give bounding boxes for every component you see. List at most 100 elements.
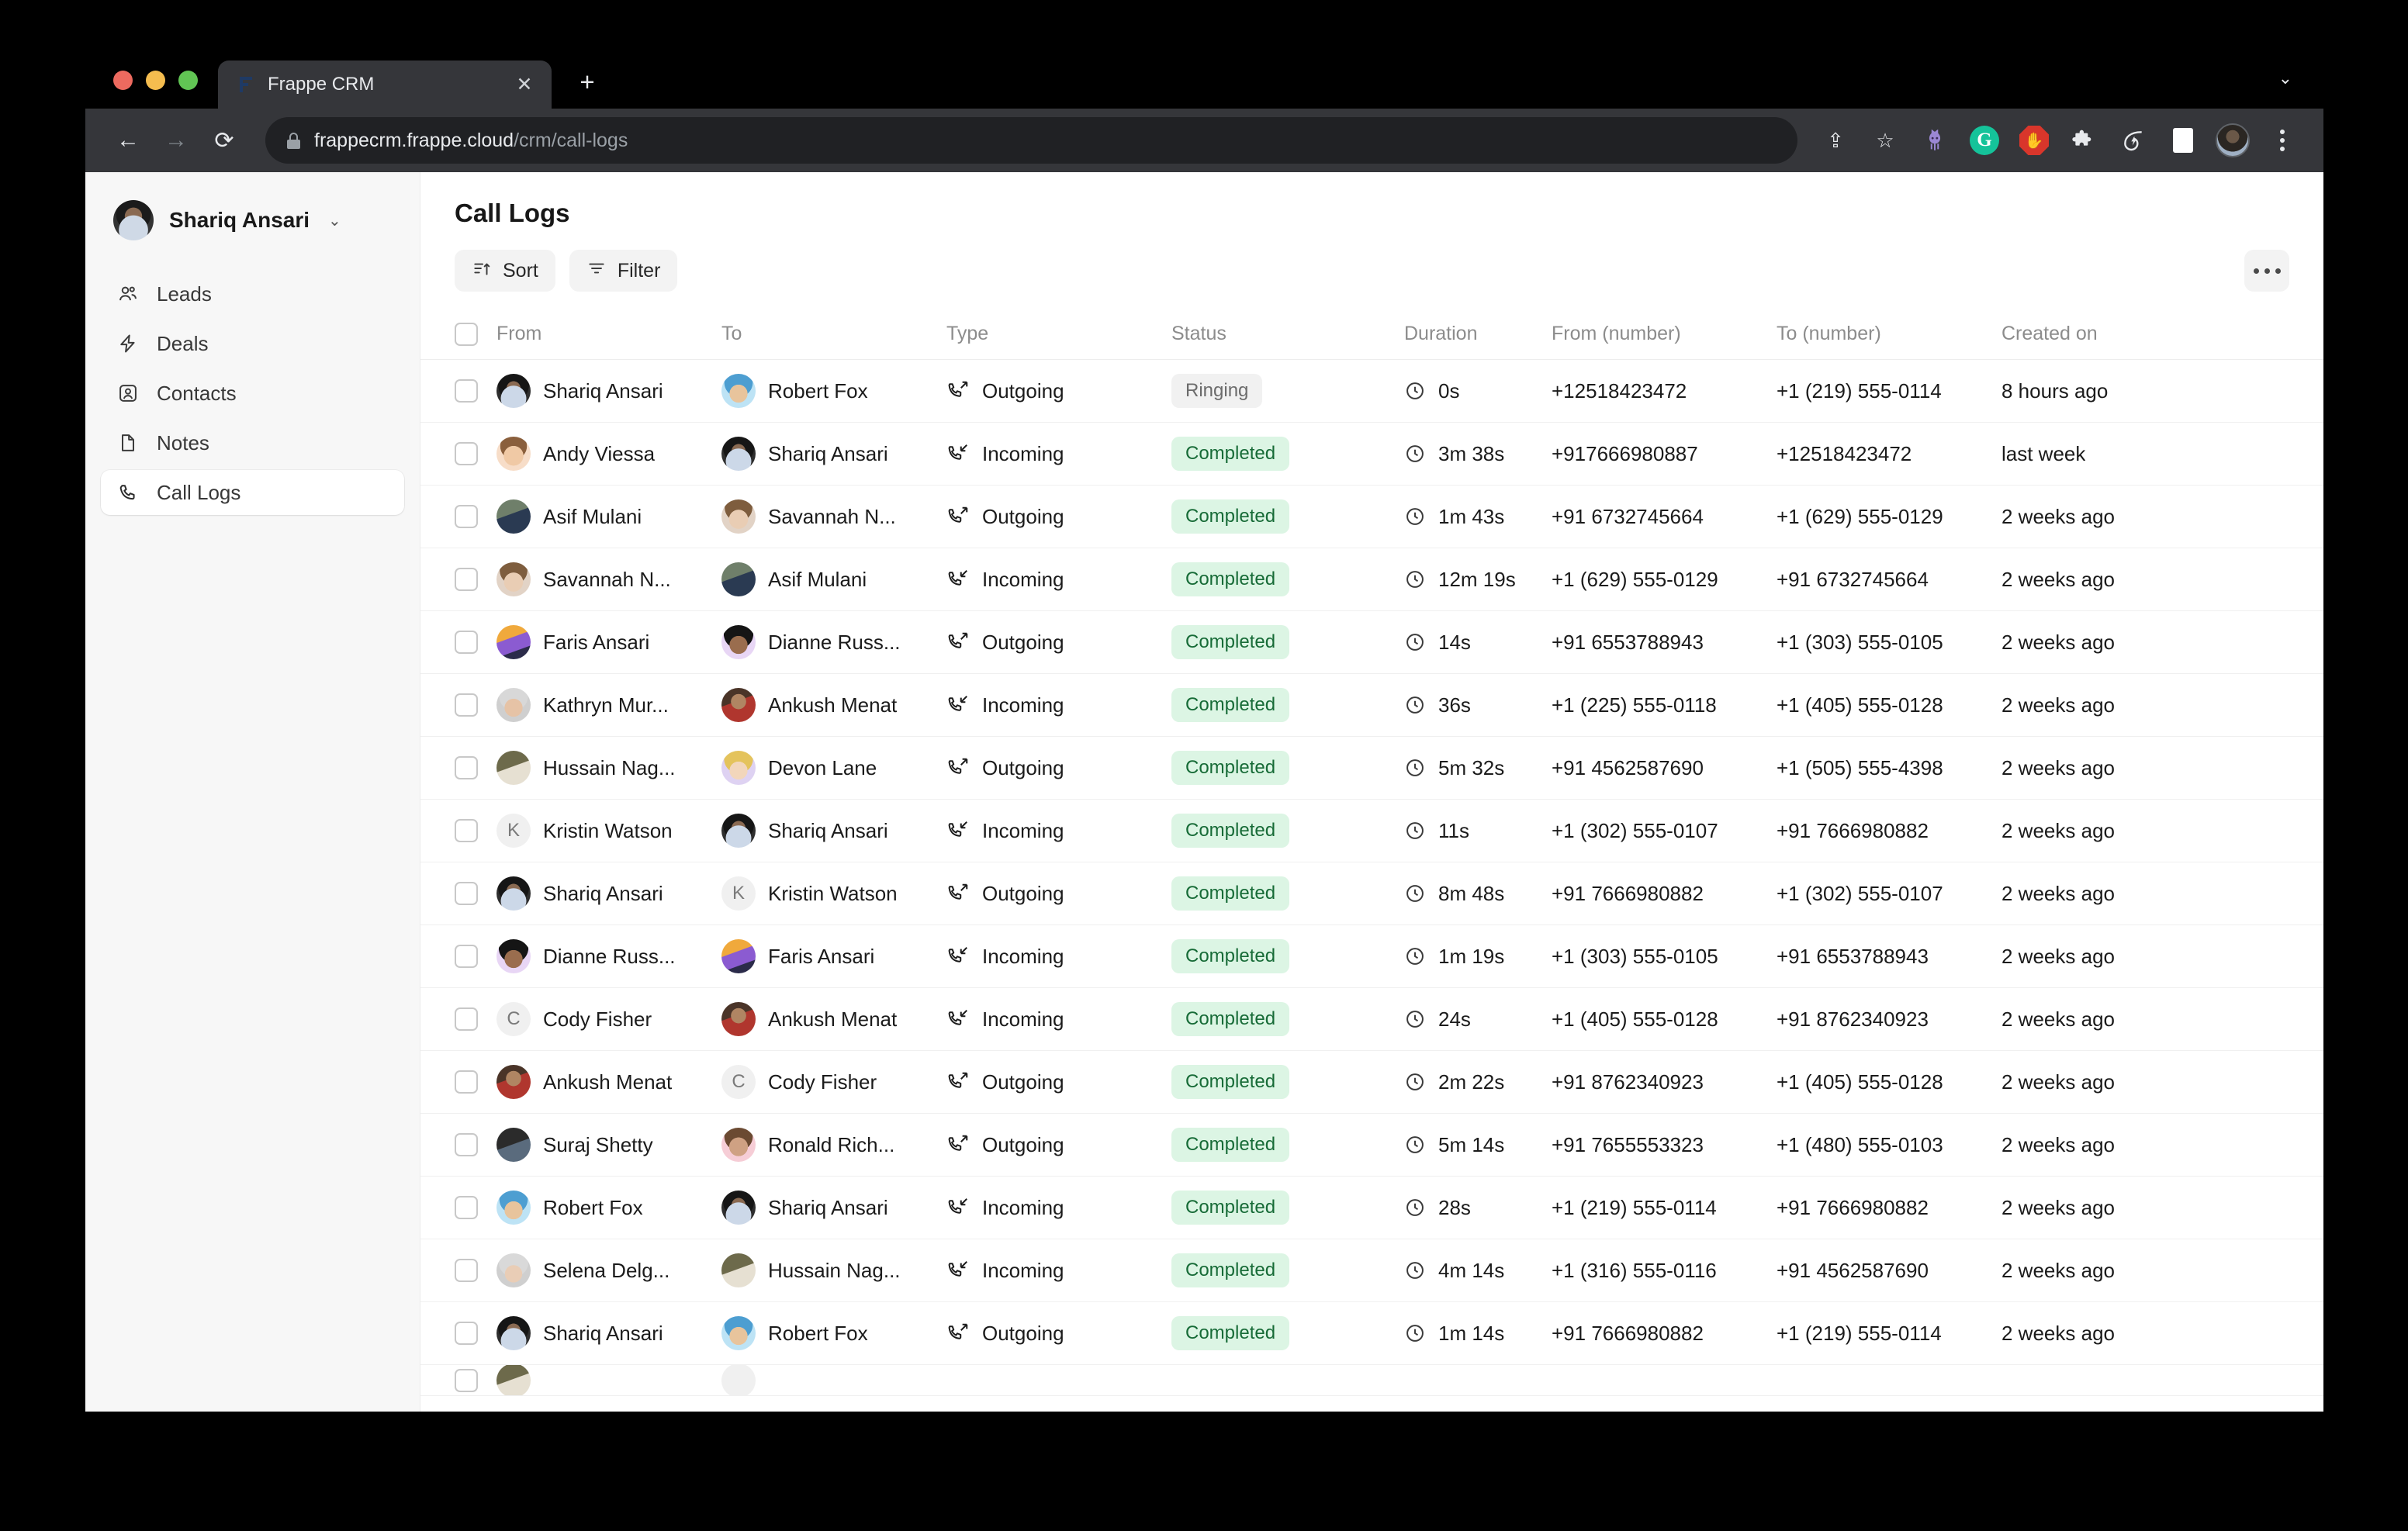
back-icon[interactable]: ←: [116, 127, 140, 153]
table-row[interactable]: Andy Viessa Shariq Ansari Incoming Complete…: [420, 423, 2323, 486]
table-row[interactable]: Dianne Russ... Faris Ansari Incoming Comple…: [420, 925, 2323, 988]
status-badge: Completed: [1171, 625, 1290, 659]
row-checkbox[interactable]: [455, 631, 496, 654]
duration-label: 5m 32s: [1438, 755, 1505, 779]
cell-created-on: 2 weeks ago: [2001, 945, 2289, 969]
row-checkbox[interactable]: [455, 1322, 496, 1345]
table-row[interactable]: Kathryn Mur... Ankush Menat Incoming Comple…: [420, 674, 2323, 737]
browser-menu-icon[interactable]: [2260, 118, 2305, 163]
row-checkbox[interactable]: [455, 1196, 496, 1219]
table-row[interactable]: Asif Mulani Savannah N... Outgoing Complete…: [420, 486, 2323, 548]
url-input[interactable]: frappecrm.frappe.cloud/crm/call-logs: [265, 117, 1797, 164]
cell-created-on: 8 hours ago: [2001, 379, 2289, 403]
column-header-to[interactable]: To: [721, 323, 742, 344]
select-all-checkbox[interactable]: [455, 322, 496, 346]
cell-to: Faris Ansari: [721, 939, 946, 973]
status-badge: Completed: [1171, 499, 1290, 534]
table-row[interactable]: Selena Delg... Hussain Nag... Incoming Comp…: [420, 1239, 2323, 1302]
row-checkbox[interactable]: [455, 1133, 496, 1156]
avatar: [721, 1128, 756, 1162]
table-row[interactable]: Robert Fox Shariq Ansari Incoming Completed…: [420, 1177, 2323, 1239]
row-checkbox[interactable]: [455, 1368, 496, 1392]
extension-leaf-icon[interactable]: [2111, 118, 2156, 163]
column-header-type[interactable]: Type: [946, 323, 989, 344]
browser-tab-frappe-crm[interactable]: Frappe CRM ✕: [218, 60, 552, 109]
table-row[interactable]: Faris Ansari Dianne Russ... Outgoing Comple…: [420, 611, 2323, 674]
extensions-puzzle-icon[interactable]: [2061, 118, 2106, 163]
to-name: Ronald Rich...: [768, 1132, 895, 1156]
cell-from-number: +91 7666980882: [1552, 1322, 1777, 1346]
avatar: [113, 200, 154, 240]
filter-button[interactable]: Filter: [569, 250, 678, 292]
table-row[interactable]: Savannah N... Asif Mulani Incoming Complete…: [420, 548, 2323, 611]
row-checkbox[interactable]: [455, 505, 496, 528]
row-checkbox[interactable]: [455, 1259, 496, 1282]
to-number: +12518423472: [1777, 441, 1912, 465]
tab-title: Frappe CRM: [268, 74, 375, 95]
avatar: [496, 876, 531, 911]
share-icon[interactable]: ⇪: [1827, 128, 1844, 152]
close-window-button[interactable]: [113, 71, 133, 90]
column-header-status[interactable]: Status: [1171, 323, 1226, 344]
sidebar-item-notes[interactable]: Notes: [101, 420, 404, 465]
table-row-partial[interactable]: [420, 1365, 2323, 1396]
sidebar-item-contacts[interactable]: Contacts: [101, 371, 404, 416]
row-checkbox[interactable]: [455, 882, 496, 905]
cell-type: Incoming: [946, 1259, 1171, 1283]
avatar: [496, 1316, 531, 1350]
extension-grammarly-icon[interactable]: G: [1962, 118, 2007, 163]
maximize-window-button[interactable]: [178, 71, 198, 90]
minimize-window-button[interactable]: [146, 71, 165, 90]
cell-from: K Kristin Watson: [496, 814, 721, 848]
row-checkbox[interactable]: [455, 819, 496, 842]
table-row[interactable]: Ankush Menat C Cody Fisher Outgoing Complete…: [420, 1051, 2323, 1114]
row-checkbox[interactable]: [455, 945, 496, 968]
table-row[interactable]: Hussain Nag... Devon Lane Outgoing Complete…: [420, 737, 2323, 800]
more-options-button[interactable]: [2244, 250, 2289, 292]
bookmark-star-icon[interactable]: ☆: [1876, 128, 1894, 152]
url-domain: frappecrm.frappe.cloud: [314, 129, 514, 151]
column-header-to-number[interactable]: To (number): [1777, 323, 1881, 344]
column-header-from[interactable]: From: [496, 323, 542, 344]
table-row[interactable]: Suraj Shetty Ronald Rich... Outgoing Comple…: [420, 1114, 2323, 1177]
cell-to-number: +1 (303) 555-0105: [1777, 631, 2001, 655]
extension-adblock-icon[interactable]: ✋: [2012, 118, 2057, 163]
table-row[interactable]: Shariq Ansari K Kristin Watson Outgoing Comp…: [420, 862, 2323, 925]
reload-icon[interactable]: ⟳: [214, 127, 234, 154]
extension-octocat-icon[interactable]: [1912, 118, 1957, 163]
row-checkbox[interactable]: [455, 756, 496, 779]
sidebar-item-call-logs[interactable]: Call Logs: [101, 470, 404, 515]
cell-to-number: +1 (629) 555-0129: [1777, 505, 2001, 529]
table-row[interactable]: K Kristin Watson Shariq Ansari Incoming Comp…: [420, 800, 2323, 862]
table-row[interactable]: C Cody Fisher Ankush Menat Incoming Complete…: [420, 988, 2323, 1051]
column-header-duration[interactable]: Duration: [1404, 323, 1478, 344]
avatar: [721, 437, 756, 471]
row-checkbox[interactable]: [455, 1007, 496, 1031]
tab-search-chevron-icon[interactable]: ⌄: [2278, 68, 2292, 88]
row-checkbox[interactable]: [455, 1070, 496, 1094]
column-header-created-on[interactable]: Created on: [2001, 323, 2098, 344]
browser-profile-avatar[interactable]: [2210, 118, 2255, 163]
row-checkbox[interactable]: [455, 379, 496, 403]
table-row[interactable]: Shariq Ansari Robert Fox Outgoing Completed…: [420, 1302, 2323, 1365]
row-checkbox[interactable]: [455, 693, 496, 717]
cell-from: Asif Mulani: [496, 499, 721, 534]
sidebar-item-deals[interactable]: Deals: [101, 321, 404, 366]
avatar: [496, 1191, 531, 1225]
side-panel-icon[interactable]: [2161, 118, 2206, 163]
to-number: +1 (219) 555-0114: [1777, 1321, 1942, 1345]
cell-status: Ringing: [1171, 374, 1404, 408]
row-checkbox[interactable]: [455, 442, 496, 465]
sidebar-user-switcher[interactable]: Shariq Ansari ⌄: [101, 189, 404, 251]
table-row[interactable]: Shariq Ansari Robert Fox Outgoing Ringing 0s…: [420, 360, 2323, 423]
type-label: Outgoing: [982, 504, 1064, 528]
sidebar-item-leads[interactable]: Leads: [101, 271, 404, 316]
new-tab-icon[interactable]: +: [580, 67, 595, 96]
cell-to: Robert Fox: [721, 374, 946, 408]
close-tab-icon[interactable]: ✕: [516, 73, 533, 95]
row-checkbox[interactable]: [455, 568, 496, 591]
sort-button[interactable]: Sort: [455, 250, 555, 292]
column-header-from-number[interactable]: From (number): [1552, 323, 1681, 344]
from-name: Shariq Ansari: [543, 378, 663, 403]
forward-icon[interactable]: →: [164, 127, 188, 153]
